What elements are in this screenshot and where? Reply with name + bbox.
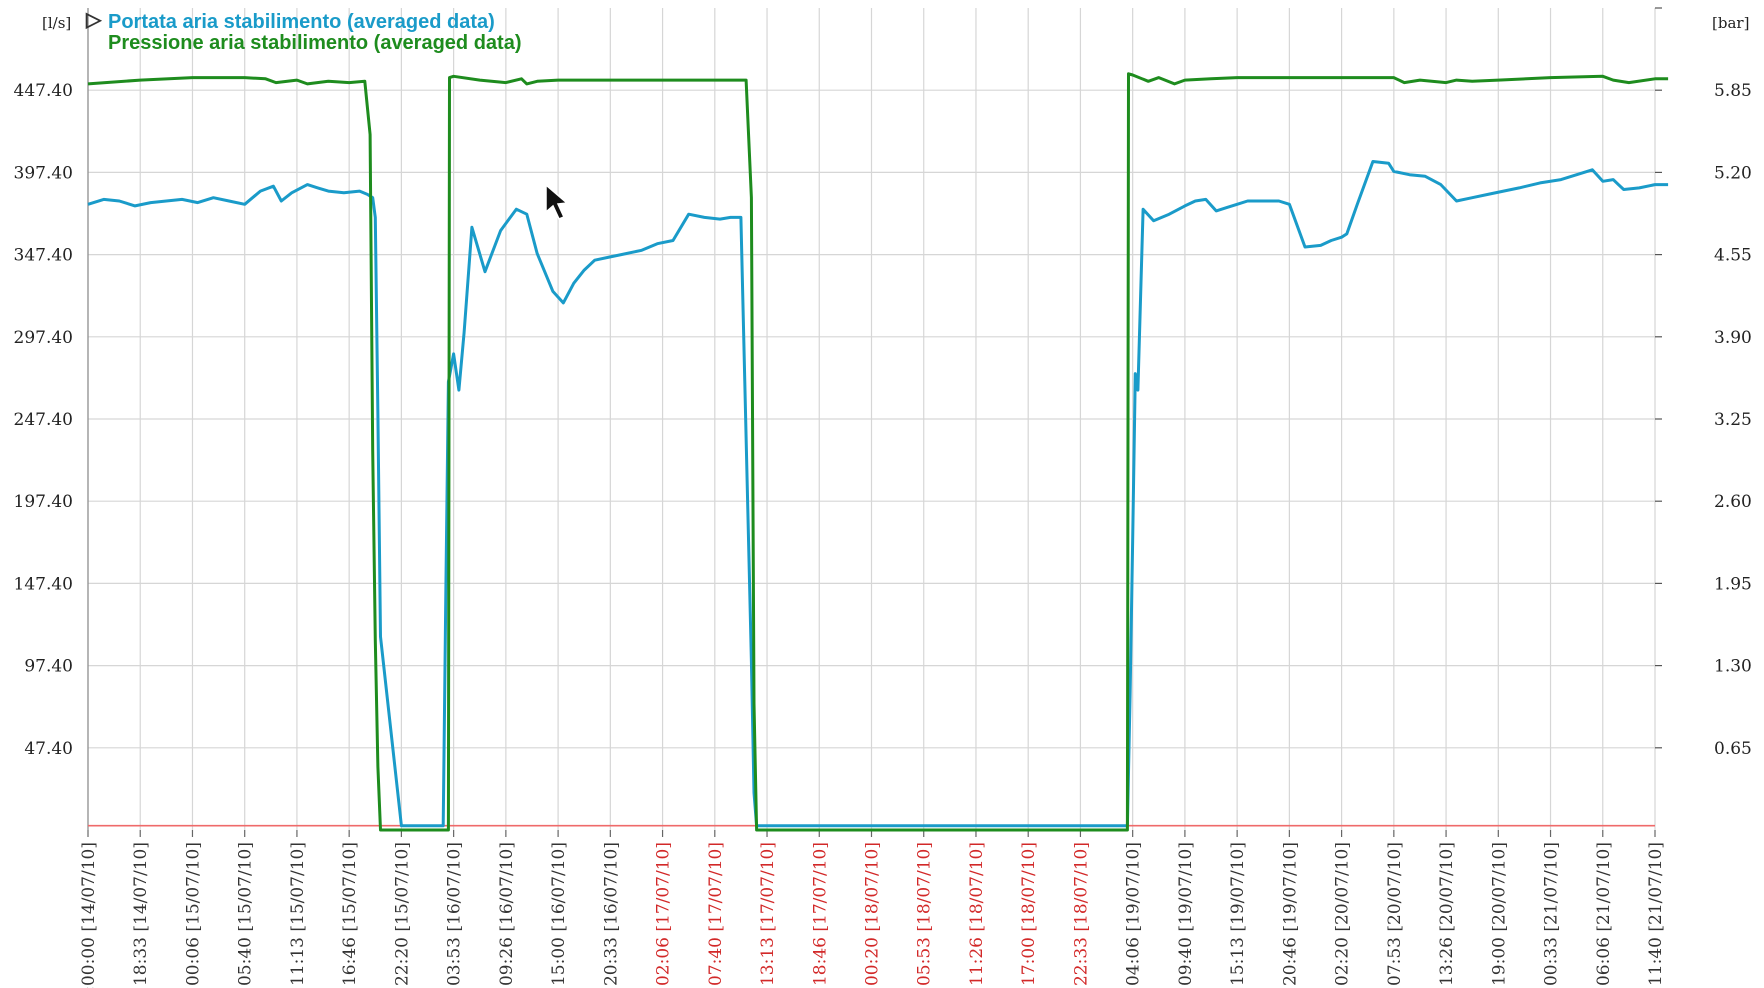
mouse-cursor-icon xyxy=(545,183,569,220)
legend-entry-flow: Portata aria stabilimento (averaged data… xyxy=(108,11,495,33)
y-left-unit-label: [l/s] xyxy=(42,14,71,32)
x-tick-label: 11:13 [15/07/10] xyxy=(288,842,308,986)
y-right-tick-label: 4.55 xyxy=(1714,246,1752,266)
x-tick-label: 11:40 [21/07/10] xyxy=(1646,842,1666,986)
legend-entry-pressure: Pressione aria stabilimento (averaged da… xyxy=(108,32,522,54)
legend-collapse-icon[interactable]: ▷ xyxy=(85,9,103,31)
x-tick-label: 07:53 [20/07/10] xyxy=(1385,842,1405,986)
y-left-tick-label: 47.40 xyxy=(24,739,73,759)
y-left-tick-label: 347.40 xyxy=(14,246,73,266)
series-line-pressure xyxy=(87,72,1669,832)
y-right-tick-label: 5.20 xyxy=(1714,163,1752,183)
series-line-flow xyxy=(87,160,1669,828)
x-tick-label: 13:26 [20/07/10] xyxy=(1437,842,1457,986)
x-tick-label: 00:33 [21/07/10] xyxy=(1542,842,1562,986)
x-tick-label: 07:40 [17/07/10] xyxy=(706,842,726,986)
y-right-tick-labels: 5.85 5.20 4.55 3.90 3.25 2.60 1.95 1.30 0.65 xyxy=(1655,81,1752,759)
x-tick-label: 09:26 [16/07/10] xyxy=(497,842,517,986)
y-right-tick-label: 0.65 xyxy=(1714,739,1752,759)
x-tick-label: 09:40 [19/07/10] xyxy=(1176,842,1196,986)
y-left-tick-label: 147.40 xyxy=(14,574,73,594)
y-right-tick-label: 3.25 xyxy=(1714,410,1752,430)
y-left-tick-label: 397.40 xyxy=(14,163,73,183)
x-tick-label: 22:33 [18/07/10] xyxy=(1071,842,1091,986)
axes xyxy=(87,7,1662,837)
legend: ▷ Portata aria stabilimento (averaged da… xyxy=(85,9,522,54)
y-right-tick-label: 1.95 xyxy=(1714,574,1752,594)
y-left-tick-label: 297.40 xyxy=(14,328,73,348)
x-tick-label: 00:06 [15/07/10] xyxy=(183,842,203,986)
x-tick-label: 05:53 [18/07/10] xyxy=(915,842,935,986)
y-right-tick-label: 2.60 xyxy=(1714,492,1752,512)
x-tick-label: 18:33 [14/07/10] xyxy=(131,842,151,986)
y-right-tick-label: 5.85 xyxy=(1714,81,1752,101)
y-left-tick-labels: 447.40 397.40 347.40 297.40 247.40 197.40 147.… xyxy=(14,81,73,759)
x-tick-label: 15:13 [19/07/10] xyxy=(1228,842,1248,986)
x-tick-label: 11:26 [18/07/10] xyxy=(967,842,987,986)
x-tick-label: 20:46 [19/07/10] xyxy=(1280,842,1300,986)
x-tick-label: 02:20 [20/07/10] xyxy=(1333,842,1353,986)
y-left-tick-label: 197.40 xyxy=(14,492,73,512)
y-right-tick-label: 3.90 xyxy=(1714,328,1752,348)
horizontal-gridlines xyxy=(88,89,1655,749)
y-left-tick-label: 97.40 xyxy=(24,657,73,677)
x-tick-label: 13:13 [17/07/10] xyxy=(758,842,778,986)
x-tick-label: 00:20 [18/07/10] xyxy=(863,842,883,986)
x-tick-label: 20:33 [16/07/10] xyxy=(601,842,621,986)
x-tick-label: 05:40 [15/07/10] xyxy=(236,842,256,986)
x-tick-labels: 13:00:00 [14/07/10] 18:33 [14/07/10] 00:06… xyxy=(79,842,1666,988)
x-tick-label: 06:06 [21/07/10] xyxy=(1594,842,1614,986)
x-tick-label: 22:20 [15/07/10] xyxy=(392,842,412,986)
x-tick-label: 15:00 [16/07/10] xyxy=(549,842,569,986)
x-tick-label: 13:00:00 [14/07/10] xyxy=(79,842,99,988)
x-tick-label: 17:00 [18/07/10] xyxy=(1019,842,1039,986)
y-right-tick-label: 1.30 xyxy=(1714,657,1752,677)
y-right-unit-label: [bar] xyxy=(1712,14,1749,32)
x-tick-label: 16:46 [15/07/10] xyxy=(340,842,360,986)
x-tick-label: 04:06 [19/07/10] xyxy=(1124,842,1144,986)
y-left-tick-label: 247.40 xyxy=(14,410,73,430)
x-tick-label: 02:06 [17/07/10] xyxy=(654,842,674,986)
x-tick-label: 18:46 [17/07/10] xyxy=(810,842,830,986)
y-left-tick-label: 447.40 xyxy=(14,81,73,101)
x-tick-label: 03:53 [16/07/10] xyxy=(445,842,465,986)
series-layer xyxy=(87,72,1669,832)
x-tick-label: 19:00 [20/07/10] xyxy=(1489,842,1509,986)
